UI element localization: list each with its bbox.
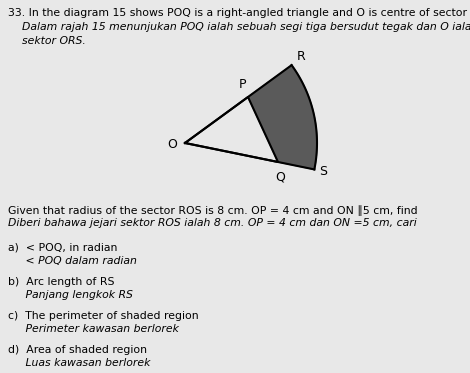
Text: O: O — [167, 138, 177, 151]
Text: Panjang lengkok RS: Panjang lengkok RS — [8, 290, 133, 300]
Text: P: P — [238, 78, 246, 91]
Text: Perimeter kawasan berlorek: Perimeter kawasan berlorek — [8, 324, 179, 334]
Text: R: R — [297, 50, 306, 63]
Text: c)  The perimeter of shaded region: c) The perimeter of shaded region — [8, 311, 199, 321]
Text: S: S — [319, 165, 327, 178]
Text: 33. In the diagram 15 shows POQ is a right-angled triangle and O is centre of se: 33. In the diagram 15 shows POQ is a rig… — [8, 8, 470, 18]
Text: Luas kawasan berlorek: Luas kawasan berlorek — [8, 358, 150, 368]
Text: d)  Area of shaded region: d) Area of shaded region — [8, 345, 147, 355]
Text: Q: Q — [275, 170, 285, 183]
Text: < POQ dalam radian: < POQ dalam radian — [8, 256, 137, 266]
Text: b)  Arc length of RS: b) Arc length of RS — [8, 277, 115, 287]
Polygon shape — [248, 65, 317, 169]
Text: sektor ORS.: sektor ORS. — [8, 36, 86, 46]
Text: Dalam rajah 15 menunjukan POQ ialah sebuah segi tiga bersudut tegak dan O ialah : Dalam rajah 15 menunjukan POQ ialah sebu… — [8, 22, 470, 32]
Text: Diberi bahawa jejari sektor ROS ialah 8 cm. OP = 4 cm dan ON =5 cm, cari: Diberi bahawa jejari sektor ROS ialah 8 … — [8, 218, 417, 228]
Text: a)  < POQ, in radian: a) < POQ, in radian — [8, 243, 117, 253]
Text: Given that radius of the sector ROS is 8 cm. OP = 4 cm and ON ∥5 cm, find: Given that radius of the sector ROS is 8… — [8, 205, 418, 216]
